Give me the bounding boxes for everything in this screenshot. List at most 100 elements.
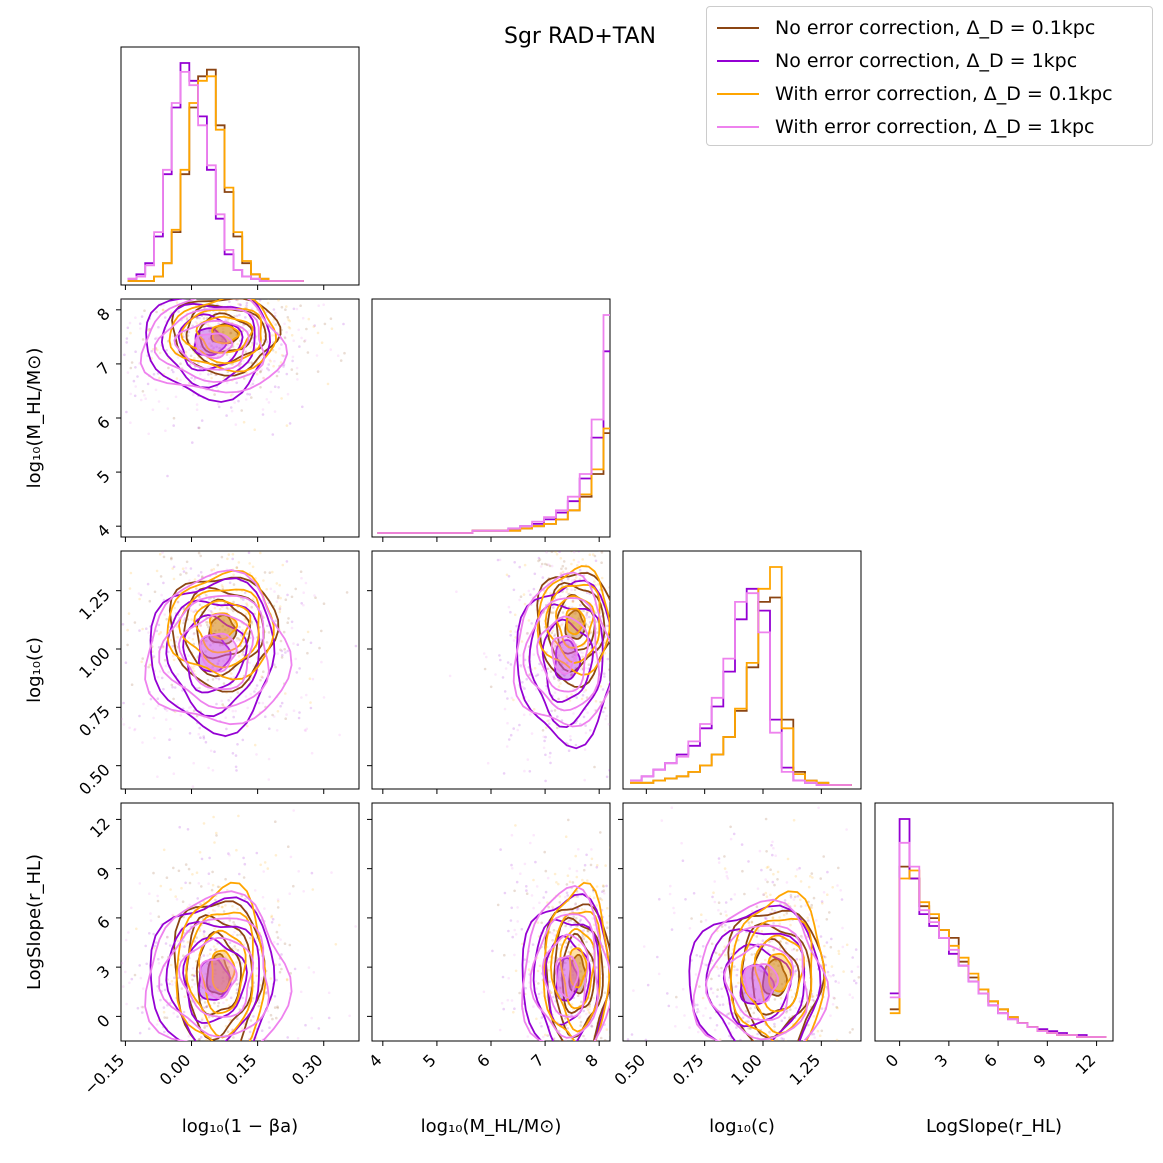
sample-point — [179, 1047, 182, 1050]
sample-point — [600, 561, 603, 564]
sample-point — [768, 988, 771, 991]
sample-point — [232, 600, 235, 604]
sample-point — [533, 572, 537, 576]
sample-point — [823, 1089, 826, 1092]
sample-point — [225, 727, 228, 731]
sample-point — [150, 248, 153, 251]
sample-point — [241, 653, 244, 656]
sample-point — [279, 361, 283, 364]
sample-point — [773, 998, 777, 1001]
sample-point — [279, 704, 282, 708]
sample-point — [100, 998, 103, 1001]
sample-point — [310, 871, 314, 875]
sample-point — [220, 338, 224, 341]
sample-point — [139, 398, 143, 402]
sample-point — [718, 1003, 722, 1007]
sample-point — [288, 943, 292, 947]
sample-point — [183, 945, 186, 948]
sample-point — [138, 629, 141, 632]
sample-point — [639, 720, 642, 723]
sample-point — [806, 936, 809, 939]
sample-point — [209, 610, 213, 613]
sample-point — [203, 935, 206, 938]
sample-point — [212, 1099, 215, 1102]
sample-point — [607, 722, 610, 726]
sample-point — [517, 1112, 520, 1115]
sample-point — [190, 609, 193, 612]
sample-point — [550, 564, 554, 568]
sample-point — [514, 824, 517, 827]
sample-point — [558, 895, 562, 898]
sample-point — [260, 368, 264, 372]
sample-point — [573, 1042, 576, 1045]
sample-point — [593, 709, 597, 712]
sample-point — [571, 600, 575, 603]
sample-point — [260, 1029, 264, 1032]
sample-point — [801, 1004, 805, 1008]
sample-point — [544, 753, 547, 757]
sample-point — [823, 955, 827, 959]
sample-point — [717, 1056, 720, 1059]
sample-point — [190, 973, 194, 977]
sample-point — [163, 1030, 166, 1034]
sample-point — [448, 674, 452, 678]
sample-point — [799, 905, 803, 908]
sample-point — [562, 1041, 565, 1044]
legend-swatch — [717, 92, 759, 96]
sample-point — [832, 996, 835, 999]
sample-point — [224, 1139, 227, 1142]
sample-point — [233, 945, 236, 948]
sample-point — [176, 601, 180, 604]
sample-point — [161, 308, 165, 312]
sample-point — [455, 590, 458, 593]
sample-point — [213, 927, 216, 930]
sample-point — [225, 414, 228, 417]
sample-point — [570, 648, 573, 651]
sample-point — [772, 962, 776, 966]
sample-point — [146, 1124, 149, 1127]
sample-point — [240, 409, 243, 412]
sample-point — [260, 976, 264, 980]
sample-point — [550, 631, 554, 635]
sample-point — [128, 726, 131, 730]
sample-point — [213, 750, 216, 753]
sample-point — [213, 962, 217, 966]
sample-point — [729, 897, 733, 901]
sample-point — [630, 1085, 633, 1088]
sample-point — [743, 991, 746, 995]
sample-point — [250, 528, 253, 531]
sample-point — [193, 940, 197, 943]
sample-point — [199, 1036, 203, 1039]
sample-point — [152, 871, 155, 875]
sample-point — [612, 1011, 615, 1014]
sample-point — [616, 632, 619, 635]
sample-point — [157, 957, 160, 961]
sample-point — [519, 595, 523, 598]
sample-point — [190, 376, 193, 380]
sample-point — [629, 601, 632, 604]
sample-point — [271, 917, 275, 921]
sample-point — [616, 598, 619, 601]
sample-point — [822, 955, 825, 958]
sample-point — [280, 967, 283, 971]
contour-line — [149, 896, 276, 1041]
sample-point — [262, 870, 266, 873]
sample-point — [730, 1054, 733, 1057]
sample-point — [483, 667, 487, 671]
sample-point — [811, 995, 815, 998]
sample-point — [635, 579, 638, 582]
sample-point — [588, 1040, 591, 1041]
sample-point — [511, 867, 514, 870]
sample-point — [622, 1115, 625, 1118]
sample-point — [734, 985, 737, 989]
sample-point — [146, 1128, 149, 1131]
sample-point — [292, 809, 296, 812]
sample-point — [271, 433, 275, 436]
sample-point — [580, 697, 584, 701]
sample-point — [514, 969, 518, 973]
sample-point — [525, 889, 528, 892]
sample-point — [570, 693, 573, 696]
sample-point — [212, 296, 215, 299]
sample-point — [717, 974, 721, 978]
sample-point — [162, 598, 166, 602]
